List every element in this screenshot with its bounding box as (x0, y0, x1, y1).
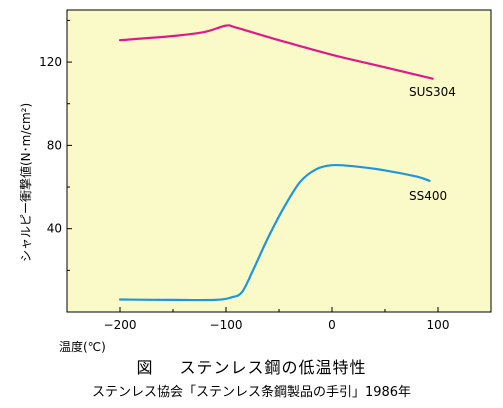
plot-area (66, 9, 492, 313)
y-tick-label: 40 (47, 222, 62, 236)
x-axis: −200 −100 0 100 (66, 307, 492, 332)
x-tick-label: −100 (210, 318, 243, 332)
x-axis-title: 温度(℃) (59, 339, 106, 354)
x-tick-label: −200 (104, 318, 137, 332)
y-tick-label: 120 (39, 55, 62, 69)
figure-caption: 図 ステンレス鋼の低温特性 (0, 354, 503, 378)
figure-source: ステンレス協会「ステンレス条鋼製品の手引」1986年 (91, 385, 412, 400)
series-label-ss400: SS400 (409, 189, 447, 203)
series-label-sus304: SUS304 (409, 85, 456, 99)
figure-label: 図 (136, 358, 154, 377)
y-axis: 40 80 120 (39, 19, 72, 271)
y-tick-label: 80 (47, 138, 62, 152)
figure-title: ステンレス鋼の低温特性 (179, 358, 367, 377)
x-tick-label: 100 (427, 318, 450, 332)
y-axis-title: シャルピー衝撃値(N･m/cm²) (18, 103, 33, 262)
series-layer (118, 24, 434, 302)
x-tick-label: 0 (328, 318, 336, 332)
series-line-ss400 (118, 163, 431, 302)
series-line-sus304 (118, 24, 434, 80)
